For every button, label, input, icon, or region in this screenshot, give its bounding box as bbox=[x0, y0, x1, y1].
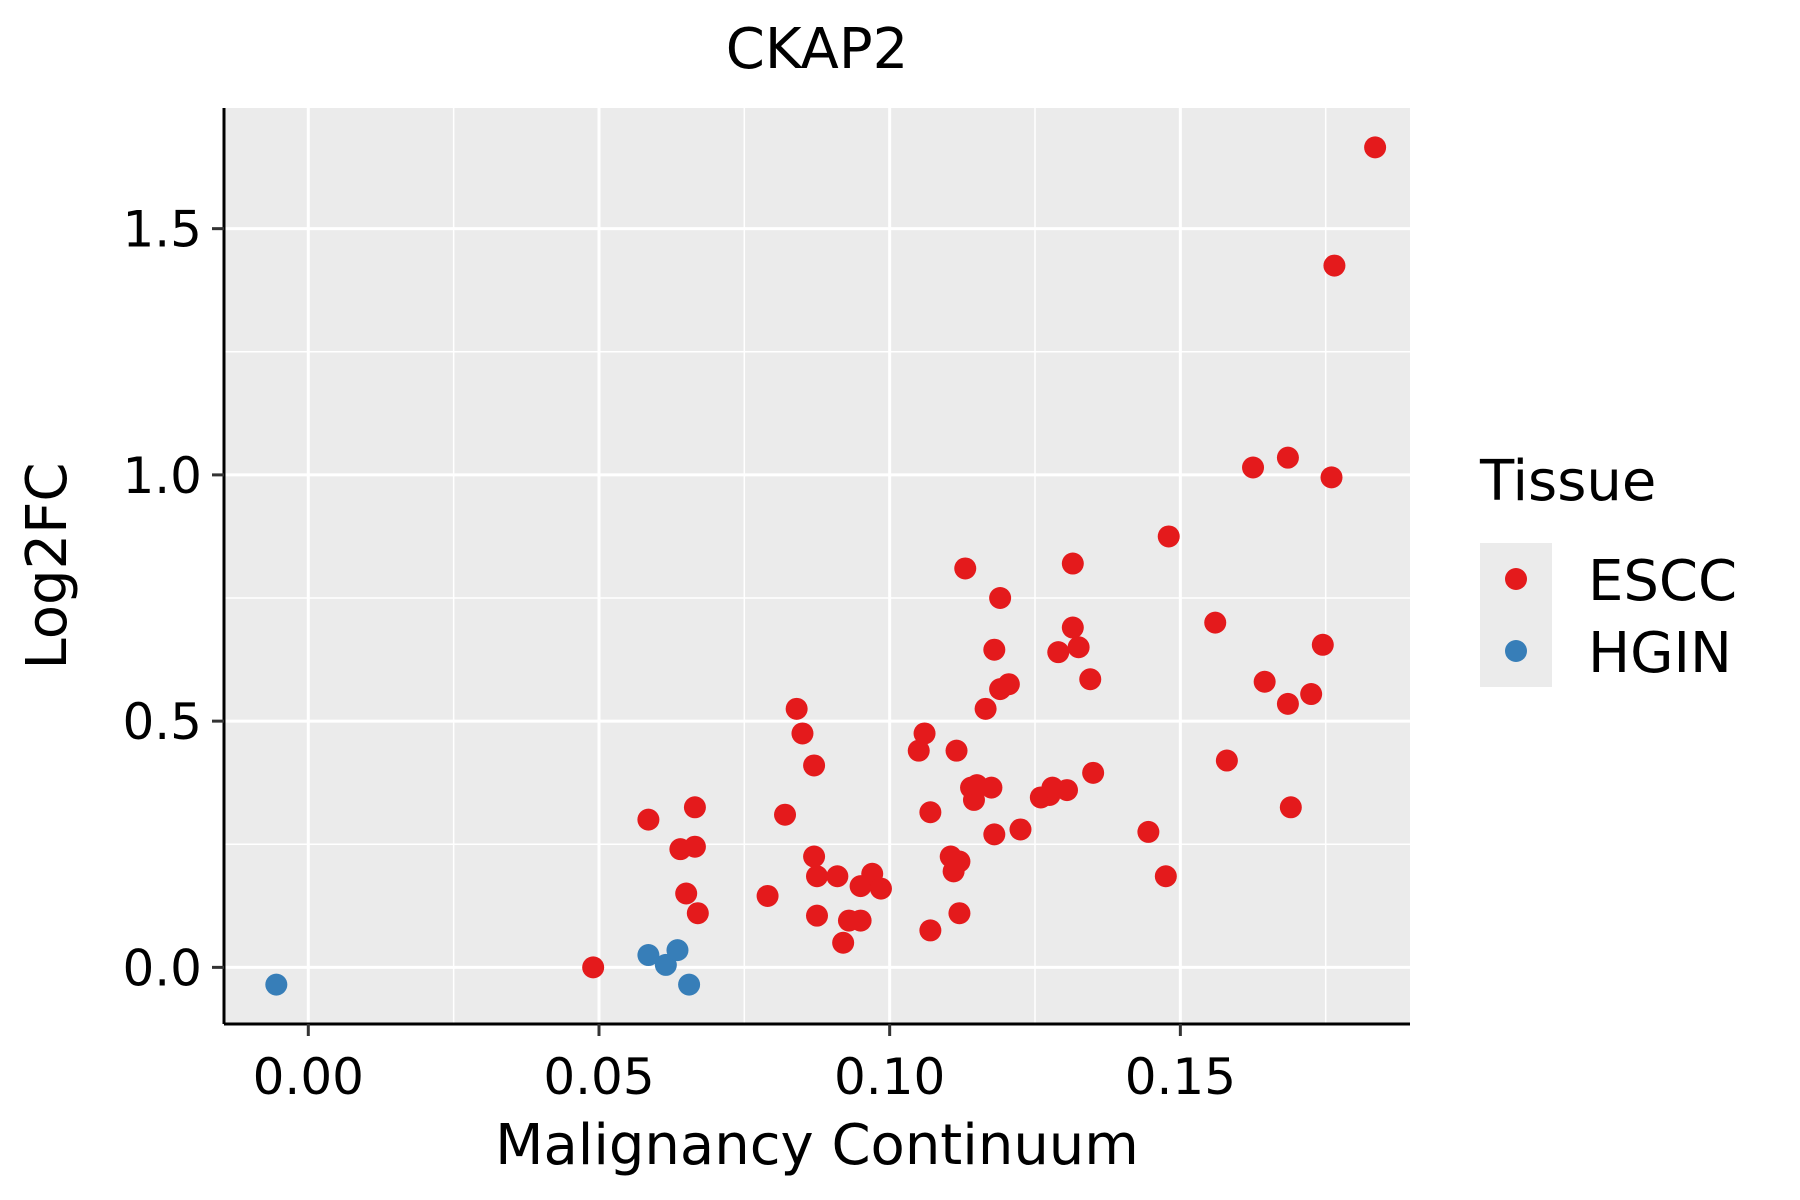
data-point-escc bbox=[1364, 136, 1387, 159]
data-point-escc bbox=[1157, 525, 1180, 548]
data-point-escc bbox=[1154, 865, 1177, 888]
y-tick-label: 0.0 bbox=[122, 939, 202, 997]
data-point-escc bbox=[849, 909, 872, 932]
data-point-escc bbox=[907, 739, 930, 762]
legend-key-background bbox=[1480, 543, 1552, 687]
chart-title: CKAP2 bbox=[726, 17, 909, 82]
data-point-escc bbox=[683, 835, 706, 858]
data-point-escc bbox=[1079, 668, 1102, 691]
data-point-escc bbox=[948, 850, 971, 873]
legend-dot-escc bbox=[1505, 568, 1527, 590]
data-point-escc bbox=[1300, 683, 1323, 706]
data-point-hgin bbox=[265, 973, 288, 996]
x-axis-ticks: 0.00 0.05 0.10 0.15 bbox=[253, 1024, 1236, 1106]
data-point-escc bbox=[774, 803, 797, 826]
data-point-escc bbox=[983, 638, 1006, 661]
data-point-escc bbox=[948, 902, 971, 925]
data-point-escc bbox=[1323, 254, 1346, 277]
data-point-escc bbox=[980, 776, 1003, 799]
data-point-escc bbox=[1311, 633, 1334, 656]
data-point-escc bbox=[1204, 611, 1227, 634]
data-point-escc bbox=[675, 882, 698, 905]
data-point-escc bbox=[954, 557, 977, 580]
legend-title: Tissue bbox=[1479, 449, 1656, 514]
data-point-escc bbox=[1279, 796, 1302, 819]
data-point-escc bbox=[1242, 456, 1265, 479]
legend-dot-hgin bbox=[1505, 640, 1527, 662]
data-point-escc bbox=[683, 796, 706, 819]
data-point-escc bbox=[1082, 761, 1105, 784]
x-tick-label: 0.10 bbox=[834, 1048, 945, 1106]
y-tick-label: 0.5 bbox=[122, 693, 202, 751]
data-point-escc bbox=[997, 673, 1020, 696]
x-axis-title: Malignancy Continuum bbox=[495, 1113, 1139, 1178]
data-point-escc bbox=[913, 722, 936, 745]
x-tick-label: 0.05 bbox=[543, 1048, 654, 1106]
data-point-escc bbox=[1276, 692, 1299, 715]
data-point-hgin bbox=[666, 939, 689, 962]
data-point-escc bbox=[983, 823, 1006, 846]
data-point-escc bbox=[803, 845, 826, 868]
data-point-escc bbox=[945, 739, 968, 762]
data-points bbox=[265, 136, 1387, 996]
data-point-escc bbox=[919, 919, 942, 942]
data-point-escc bbox=[756, 884, 779, 907]
data-point-escc bbox=[1067, 636, 1090, 659]
data-point-escc bbox=[637, 808, 660, 831]
data-point-escc bbox=[803, 754, 826, 777]
grid-major bbox=[224, 108, 1410, 1024]
x-tick-label: 0.15 bbox=[1125, 1048, 1236, 1106]
y-tick-label: 1.0 bbox=[122, 447, 202, 505]
legend-label-hgin: HGIN bbox=[1588, 621, 1732, 686]
y-tick-label: 1.5 bbox=[122, 201, 202, 259]
data-point-escc bbox=[1137, 820, 1160, 843]
data-point-escc bbox=[832, 931, 855, 954]
legend: Tissue ESCC HGIN bbox=[1479, 449, 1737, 687]
data-point-escc bbox=[989, 587, 1012, 610]
data-point-escc bbox=[1047, 641, 1070, 664]
data-point-escc bbox=[826, 865, 849, 888]
y-axis-ticks: 0.0 0.5 1.0 1.5 bbox=[122, 201, 224, 997]
data-point-escc bbox=[974, 697, 997, 720]
data-point-escc bbox=[869, 877, 892, 900]
data-point-hgin bbox=[654, 953, 677, 976]
data-point-escc bbox=[791, 722, 814, 745]
data-point-escc bbox=[1215, 749, 1238, 772]
data-point-escc bbox=[806, 865, 828, 888]
data-point-escc bbox=[1061, 552, 1084, 575]
data-point-escc bbox=[806, 904, 828, 927]
data-point-escc bbox=[1253, 670, 1276, 693]
data-point-hgin bbox=[678, 973, 701, 996]
data-point-escc bbox=[919, 801, 942, 824]
data-point-escc bbox=[582, 956, 605, 979]
data-point-escc bbox=[686, 902, 709, 925]
y-axis-title: Log2FC bbox=[15, 463, 80, 670]
data-point-escc bbox=[785, 697, 808, 720]
legend-label-escc: ESCC bbox=[1588, 549, 1737, 614]
data-point-escc bbox=[1276, 446, 1299, 469]
data-point-hgin bbox=[637, 944, 660, 967]
x-tick-label: 0.00 bbox=[253, 1048, 364, 1106]
data-point-escc bbox=[1009, 818, 1032, 841]
data-point-escc bbox=[1061, 616, 1084, 639]
data-point-escc bbox=[1320, 466, 1343, 489]
data-point-escc bbox=[1055, 779, 1078, 802]
